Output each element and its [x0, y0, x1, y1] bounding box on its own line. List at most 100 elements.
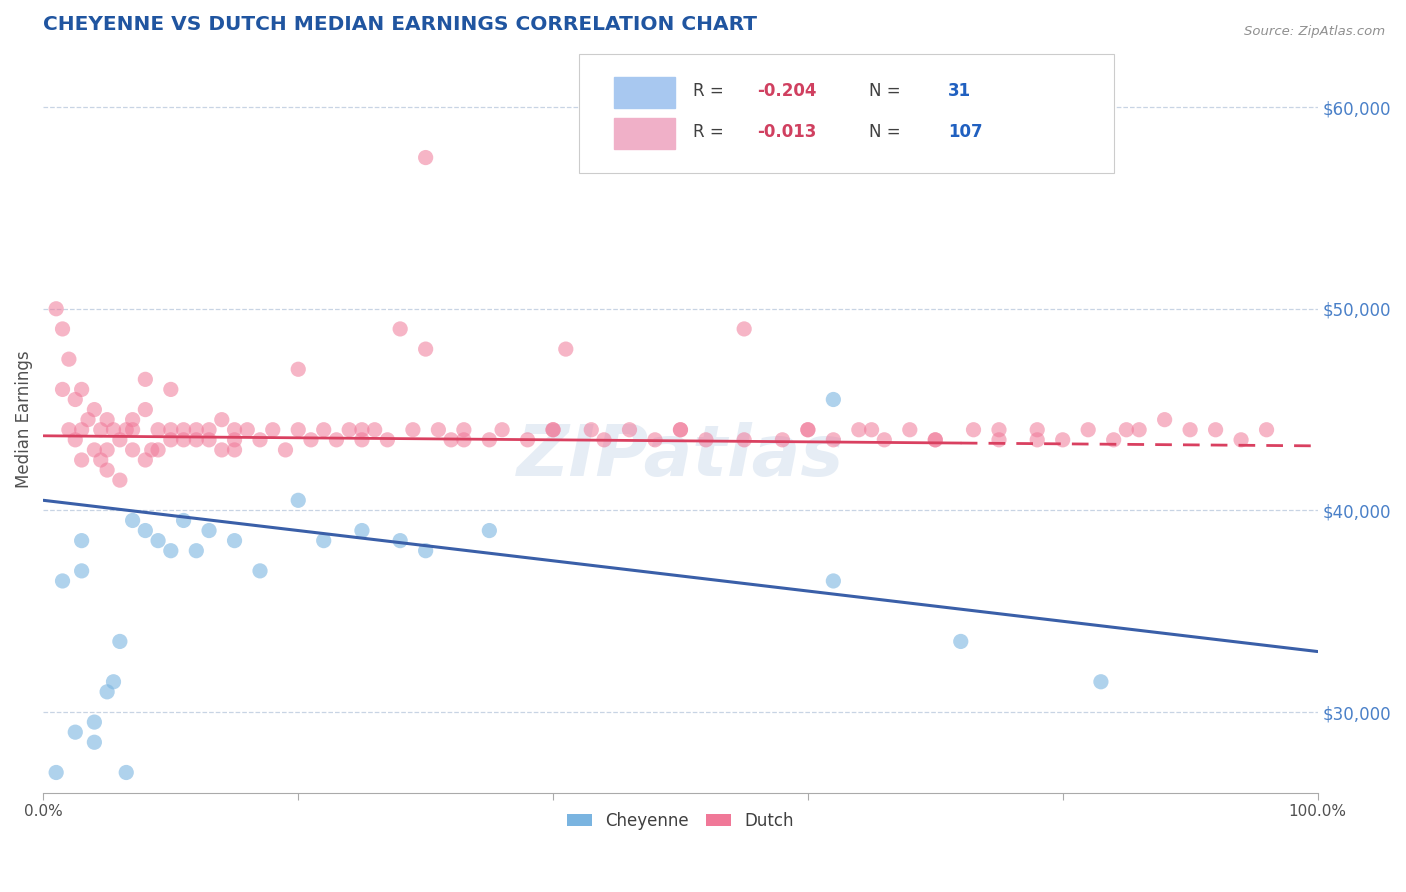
Point [312, 423, 335, 437]
Point [70, 453, 93, 467]
Point [45, 301, 67, 316]
Point [299, 433, 322, 447]
Point [211, 442, 233, 457]
Point [198, 433, 221, 447]
Point [96, 463, 118, 477]
Point [402, 423, 425, 437]
Point [415, 342, 437, 356]
Point [1077, 423, 1099, 437]
Point [134, 453, 156, 467]
Point [962, 423, 984, 437]
Point [121, 442, 143, 457]
Point [848, 423, 870, 437]
Point [198, 524, 221, 538]
Point [350, 433, 373, 447]
Text: -0.013: -0.013 [756, 123, 817, 142]
Point [236, 423, 259, 437]
Point [51, 383, 73, 397]
Point [427, 423, 450, 437]
Point [312, 533, 335, 548]
Point [146, 423, 169, 437]
Point [108, 433, 131, 447]
Point [90, 453, 112, 467]
Point [988, 433, 1011, 447]
Point [186, 543, 208, 558]
Legend: Cheyenne, Dutch: Cheyenne, Dutch [561, 805, 800, 837]
Point [249, 433, 271, 447]
Text: -0.204: -0.204 [756, 82, 817, 101]
Point [224, 533, 246, 548]
Point [873, 433, 896, 447]
Point [108, 473, 131, 487]
Point [173, 433, 195, 447]
Point [211, 412, 233, 426]
Point [90, 423, 112, 437]
Point [58, 423, 80, 437]
Point [83, 442, 105, 457]
FancyBboxPatch shape [614, 118, 675, 149]
Point [96, 412, 118, 426]
Point [823, 433, 845, 447]
Point [733, 433, 755, 447]
Text: R =: R = [693, 82, 730, 101]
Point [797, 423, 820, 437]
Point [96, 685, 118, 699]
Point [898, 423, 921, 437]
Text: N =: N = [869, 82, 901, 101]
Point [51, 574, 73, 588]
Point [478, 524, 501, 538]
Text: N =: N = [869, 123, 901, 142]
Point [146, 442, 169, 457]
Point [797, 423, 820, 437]
Text: Source: ZipAtlas.com: Source: ZipAtlas.com [1244, 25, 1385, 38]
Point [134, 402, 156, 417]
Point [350, 423, 373, 437]
Point [554, 342, 576, 356]
Point [115, 765, 138, 780]
Point [733, 322, 755, 336]
Point [389, 322, 412, 336]
Point [70, 383, 93, 397]
Point [173, 513, 195, 527]
Point [249, 564, 271, 578]
Point [45, 765, 67, 780]
Point [287, 362, 309, 376]
Point [121, 412, 143, 426]
Point [173, 423, 195, 437]
Point [70, 564, 93, 578]
Point [121, 513, 143, 527]
Point [988, 423, 1011, 437]
FancyBboxPatch shape [614, 77, 675, 108]
Point [198, 423, 221, 437]
Point [186, 423, 208, 437]
Point [823, 574, 845, 588]
Point [770, 433, 793, 447]
Point [1128, 423, 1150, 437]
Point [581, 423, 603, 437]
Point [83, 735, 105, 749]
Point [491, 423, 513, 437]
Point [593, 433, 616, 447]
Point [103, 674, 125, 689]
Point [274, 442, 297, 457]
Point [159, 543, 181, 558]
Point [134, 372, 156, 386]
Point [186, 433, 208, 447]
Text: 107: 107 [948, 123, 983, 142]
Point [1205, 423, 1227, 437]
Point [516, 433, 538, 447]
Point [1153, 412, 1175, 426]
Point [287, 423, 309, 437]
Point [65, 433, 87, 447]
Point [415, 543, 437, 558]
Text: CHEYENNE VS DUTCH MEDIAN EARNINGS CORRELATION CHART: CHEYENNE VS DUTCH MEDIAN EARNINGS CORREL… [44, 15, 758, 34]
Point [1115, 423, 1137, 437]
Point [860, 423, 883, 437]
Point [478, 433, 501, 447]
Point [224, 442, 246, 457]
Point [1026, 423, 1049, 437]
Point [103, 423, 125, 437]
Point [389, 533, 412, 548]
Point [1052, 433, 1074, 447]
Point [77, 412, 100, 426]
